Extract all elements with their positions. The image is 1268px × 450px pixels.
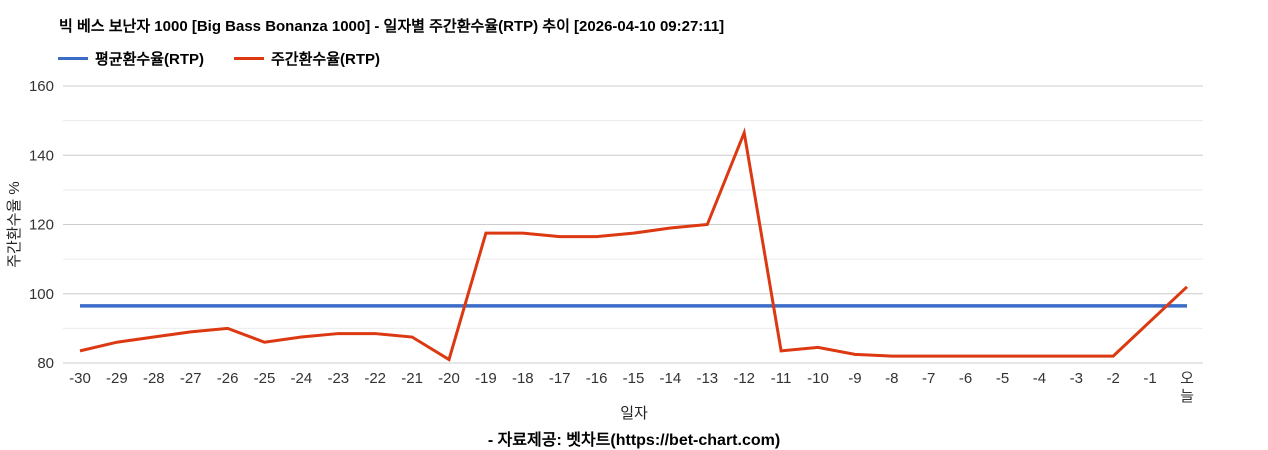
x-tick-label: -26: [217, 370, 239, 387]
footer-credit: - 자료제공: 벳차트(https://bet-chart.com): [487, 432, 781, 449]
x-tick-label: -15: [623, 370, 645, 387]
x-tick-label: -10: [807, 370, 829, 387]
x-tick-label: -8: [885, 370, 898, 387]
legend-label-weekly: 주간환수율(RTP): [271, 51, 380, 68]
x-tick-label: -9: [848, 370, 861, 387]
legend-label-average: 평균환수율(RTP): [95, 51, 204, 68]
x-axis-title: 일자: [620, 405, 648, 422]
legend-item-weekly[interactable]: 주간환수율(RTP): [234, 48, 380, 69]
y-tick-label: 100: [29, 286, 54, 303]
x-tick-label: -25: [254, 370, 276, 387]
x-tick-label: -16: [586, 370, 608, 387]
legend-swatch-average-line: [58, 57, 88, 60]
x-tick-label: -27: [180, 370, 202, 387]
legend-item-average[interactable]: 평균환수율(RTP): [58, 48, 204, 69]
series-line-weekly-rtp: [79, 127, 1189, 362]
x-tick-label: -12: [733, 370, 755, 387]
x-tick-label: -1: [1143, 370, 1156, 387]
x-tick-label: -23: [327, 370, 349, 387]
x-tick-label: -29: [106, 370, 128, 387]
x-tick-label: -17: [549, 370, 571, 387]
x-tick-label: -5: [996, 370, 1009, 387]
x-tick-label: -14: [660, 370, 682, 387]
legend-swatch-weekly-line: [234, 57, 264, 60]
x-tick-label: -11: [771, 370, 792, 387]
legend: 평균환수율(RTP) 주간환수율(RTP): [58, 48, 380, 69]
x-tick-label: -22: [364, 370, 386, 387]
x-tick-label: -3: [1070, 370, 1083, 387]
x-tick-label: -19: [475, 370, 497, 387]
x-tick-label: -24: [291, 370, 313, 387]
y-tick-label: 140: [29, 147, 54, 164]
x-tick-label: -20: [438, 370, 460, 387]
y-tick-label: 80: [37, 355, 54, 372]
y-tick-label: 160: [29, 78, 54, 95]
x-tick-label: -30: [69, 370, 91, 387]
x-tick-label: -7: [922, 370, 935, 387]
x-tick-label: -13: [696, 370, 718, 387]
x-tick-label: -4: [1033, 370, 1046, 387]
x-tick-label: -21: [401, 370, 423, 387]
x-tick-label: -18: [512, 370, 534, 387]
x-tick-label: -28: [143, 370, 165, 387]
y-axis-title: 주간환수율 %: [6, 181, 23, 268]
x-tick-label: -2: [1107, 370, 1120, 387]
chart-title: 빅 베스 보난자 1000 [Big Bass Bonanza 1000] - …: [59, 18, 725, 35]
y-tick-label: 120: [29, 217, 54, 234]
x-tick-label: -6: [959, 370, 972, 387]
